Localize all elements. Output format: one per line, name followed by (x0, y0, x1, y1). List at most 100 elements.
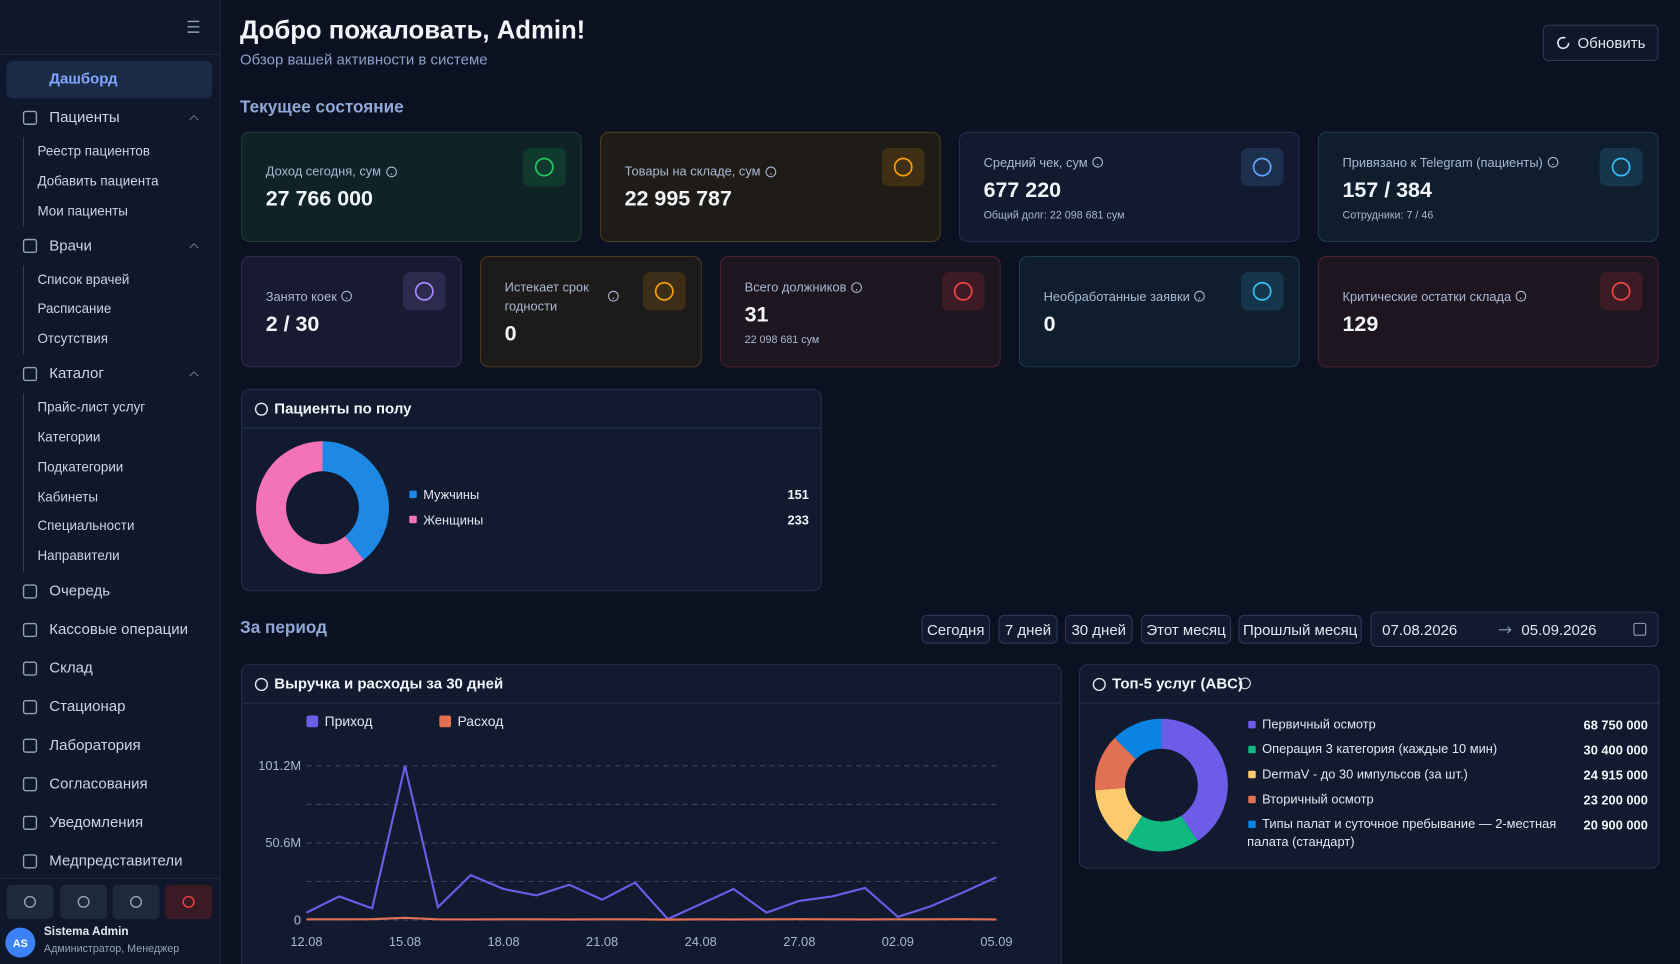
panel-title: Топ-5 услуг (ABC) (1112, 674, 1243, 692)
legend-label-box: Типы палат и суточное пребывание — 2-мес… (1247, 816, 1556, 849)
panel-chart: Первичный осмотр 68 750 000 Операция 3 кат… (1095, 717, 1648, 852)
help-circle (765, 166, 777, 177)
nav-subitem[interactable]: Прайс-лист услуг (37, 399, 146, 415)
icon-bg (941, 272, 985, 311)
stat-label: Средний чек, сум (983, 154, 1088, 170)
period-filter[interactable]: 30 дней (1065, 614, 1133, 644)
chevron (189, 243, 199, 249)
user-role: Администратор, Менеджер (43, 943, 180, 956)
stat-label: Истекает срок годности (504, 279, 589, 314)
nav-subitem[interactable]: Категории (37, 429, 101, 445)
x-tick-label: 24.08 (685, 934, 717, 949)
stat-icon (1599, 147, 1643, 187)
stat-value: 2 / 30 (265, 312, 320, 336)
date-from: 07.08.2026 (1382, 621, 1458, 639)
nav-subitem[interactable]: Добавить пациента (37, 173, 159, 189)
period-filter[interactable]: 7 дней (998, 614, 1058, 644)
nav-item[interactable]: Склад (49, 658, 93, 677)
period-filter[interactable]: Прошлый месяц (1238, 614, 1362, 644)
panel-icon (254, 677, 269, 692)
nav-item[interactable]: Уведомления (49, 813, 144, 831)
legend-swatch (409, 490, 417, 499)
nav-subitem[interactable]: Специальности (37, 518, 135, 534)
legend-label-box: Вторичный осмотр (1262, 791, 1373, 806)
nav-icon (22, 622, 38, 638)
nav-active (6, 61, 213, 99)
help-icon (341, 290, 353, 302)
refresh-arc (1557, 36, 1570, 50)
y-tick-label: 0 (294, 912, 301, 927)
x-tick-label: 12.08 (290, 934, 322, 949)
icon-glyph (893, 157, 913, 177)
legend-swatch (439, 715, 452, 728)
nav-item[interactable]: Кассовые операции (49, 620, 188, 638)
stat-note: Сотрудники: 7 / 46 (1342, 209, 1434, 222)
stat-label-row: Истекает срок годности (505, 277, 620, 316)
avatar (5, 927, 36, 958)
stat-icon (941, 272, 985, 311)
pie-slice (322, 441, 389, 560)
nav-icon (22, 366, 38, 382)
stat-icon (402, 272, 446, 311)
nav-subitem[interactable]: Список врачей (37, 271, 130, 287)
nav-item[interactable]: Дашборд (49, 69, 118, 87)
help-dot (1199, 297, 1201, 300)
panel-title: Пациенты по полу (274, 399, 412, 417)
chevron (189, 114, 199, 121)
stat-card: Занято коек 2 / 30 (241, 255, 462, 368)
stat-value: 677 220 (983, 178, 1062, 202)
nav-subitem[interactable]: Отсутствия (37, 331, 108, 347)
period-filter[interactable]: Сегодня (921, 614, 991, 644)
refresh-icon (1557, 36, 1570, 50)
help-icon (385, 166, 397, 177)
nav-subitem[interactable]: Мои пациенты (37, 203, 128, 219)
help-icon (851, 281, 862, 293)
help-circle (1239, 677, 1251, 690)
nav-subitem[interactable]: Расписание (37, 301, 112, 317)
nav-item[interactable]: Каталог (49, 364, 104, 382)
footer-button (60, 884, 108, 920)
nav-item[interactable]: Медпредставители (49, 851, 183, 869)
icon-bg (522, 147, 566, 187)
nav-subitem[interactable]: Реестр пациентов (37, 143, 151, 159)
stat-value: 0 (1043, 312, 1056, 336)
nav-subitem[interactable]: Подкатегории (37, 459, 124, 475)
nav-item[interactable]: Стационар (49, 697, 126, 715)
stat-label-row: Средний чек, сум (984, 153, 1218, 172)
pie-slice (1095, 787, 1142, 842)
nav-subitem[interactable]: Направители (37, 548, 120, 564)
stat-label-row: Занято коек (266, 287, 380, 306)
stat-note: 22 098 681 сум (744, 334, 820, 346)
legend-value: 20 900 000 (1584, 817, 1648, 832)
x-tick-label: 15.08 (389, 934, 421, 949)
legend-label-box: Первичный осмотр (1262, 717, 1376, 732)
date-picker[interactable]: 07.08.2026 05.09.2026 (1370, 611, 1659, 647)
help-dot (1552, 163, 1554, 166)
stat-label-row: Необработанные заявки (1044, 287, 1218, 306)
help-dot (612, 297, 615, 300)
nav-subitem[interactable]: Кабинеты (37, 489, 99, 505)
icon-bg (881, 147, 925, 187)
nav-item[interactable]: Согласования (49, 774, 148, 792)
panel-icon-glyph (1092, 677, 1106, 692)
footer-button (165, 884, 213, 920)
pie-slice (1095, 737, 1136, 791)
legend-label: Женщины (423, 512, 483, 527)
help-circle (385, 166, 397, 177)
legend-swatch (1248, 795, 1256, 804)
refresh-button[interactable]: Обновить (1542, 24, 1659, 62)
icon-bg (1240, 147, 1284, 187)
page-title: Добро пожаловать, Admin! (240, 16, 586, 45)
y-tick-label: 50.6M (265, 835, 301, 850)
pie-slice (1114, 718, 1162, 760)
nav-item[interactable]: Лаборатория (49, 736, 141, 754)
stat-label: Доход сегодня, сум (265, 163, 381, 179)
period-filter[interactable]: Этот месяц (1141, 614, 1232, 644)
nav-item[interactable]: Врачи (49, 236, 92, 254)
nav-item[interactable]: Пациенты (49, 108, 120, 126)
legend-swatch (306, 715, 319, 728)
nav-item[interactable]: Очередь (49, 581, 111, 599)
panel-icon (1092, 677, 1106, 692)
legend-swatch (1248, 770, 1256, 779)
